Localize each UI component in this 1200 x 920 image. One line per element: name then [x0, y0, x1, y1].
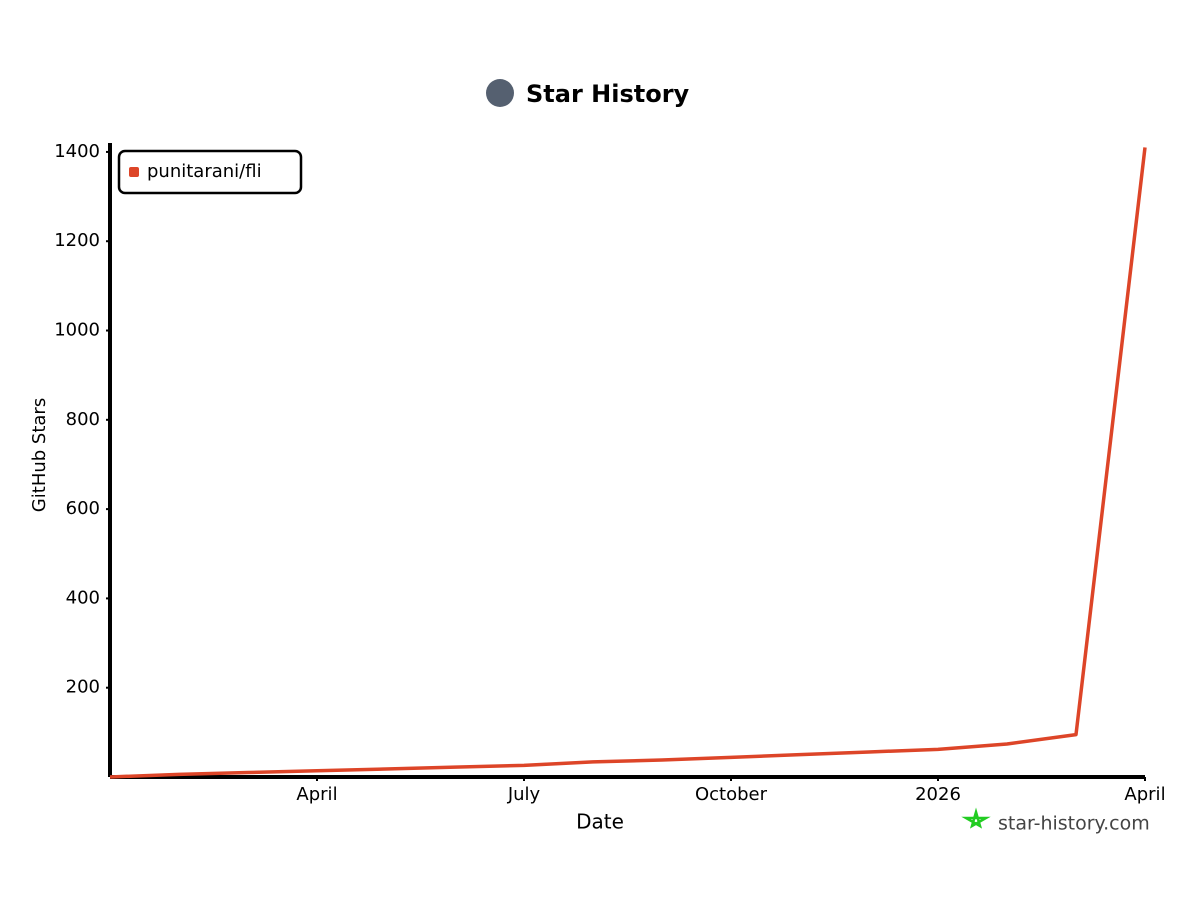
watermark-icon — [961, 807, 991, 829]
avatar — [486, 79, 514, 107]
x-tick-label: April — [1124, 784, 1165, 805]
y-tick-label: 1000 — [54, 320, 100, 341]
y-tick-label: 1200 — [54, 230, 100, 251]
x-tick-label: July — [507, 784, 541, 805]
x-tick-label: 2026 — [915, 784, 961, 805]
y-tick-label: 600 — [66, 498, 100, 519]
legend-box — [117, 149, 303, 195]
y-tick-label: 1400 — [54, 141, 100, 162]
y-tick-label: 200 — [66, 677, 100, 698]
y-tick-label: 800 — [66, 409, 100, 430]
legend-swatch — [129, 167, 139, 177]
series-line — [109, 147, 1147, 779]
y-axis-label: GitHub Stars — [29, 398, 50, 512]
x-tick-label: April — [296, 784, 337, 805]
legend-label: punitarani/fli — [147, 161, 262, 182]
y-tick-label: 400 — [66, 587, 100, 608]
x-axis-label: Date — [576, 810, 624, 834]
x-tick-label: October — [695, 784, 768, 805]
chart-title: Star History — [526, 80, 690, 108]
watermark: star-history.com — [998, 813, 1150, 835]
